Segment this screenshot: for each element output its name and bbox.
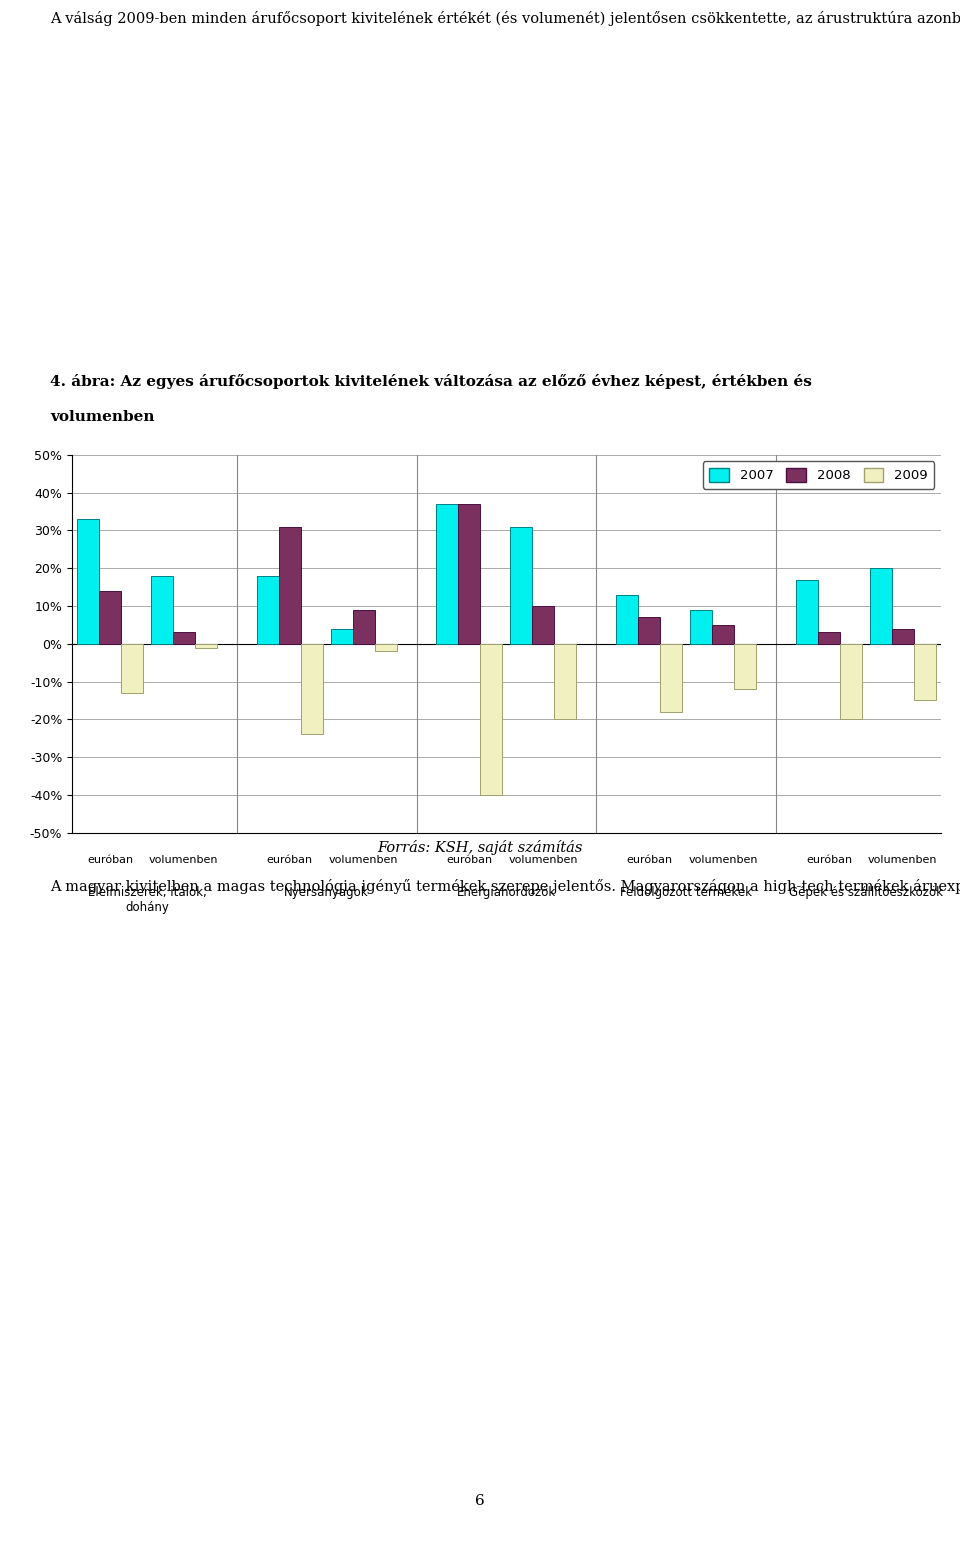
Text: Nyersanyagok: Nyersanyagok — [284, 885, 369, 899]
Bar — [459, 504, 480, 645]
Bar — [638, 617, 660, 645]
Text: volumenben: volumenben — [329, 856, 398, 865]
Text: volumenben: volumenben — [50, 410, 155, 424]
Bar — [300, 645, 323, 734]
Bar — [712, 625, 734, 645]
Bar — [278, 527, 300, 645]
Bar — [173, 632, 195, 645]
Text: euróban: euróban — [267, 856, 313, 865]
Text: volumenben: volumenben — [868, 856, 938, 865]
Text: Feldolgozott termékek: Feldolgozott termékek — [620, 885, 752, 899]
Text: Gépek és szállítóeszközök: Gépek és szállítóeszközök — [789, 885, 943, 899]
Bar — [374, 645, 396, 651]
Bar — [99, 591, 121, 645]
Bar — [914, 645, 936, 700]
Text: A magyar kivitelben a magas technológia igényű termékek szerepe jelentős. Magyar: A magyar kivitelben a magas technológia … — [50, 879, 960, 894]
Text: euróban: euróban — [87, 856, 133, 865]
Bar — [437, 504, 459, 645]
Bar — [480, 645, 502, 794]
Text: euróban: euróban — [446, 856, 492, 865]
Bar — [660, 645, 683, 712]
Text: volumenben: volumenben — [509, 856, 578, 865]
Text: A válság 2009-ben minden árufőcsoport kivitelének értékét (és volumenét) jelentő: A válság 2009-ben minden árufőcsoport ki… — [50, 11, 960, 26]
Bar — [256, 575, 278, 645]
Text: Forrás: KSH, saját számítás: Forrás: KSH, saját számítás — [377, 840, 583, 856]
Text: volumenben: volumenben — [149, 856, 219, 865]
Bar — [840, 645, 862, 719]
Bar — [554, 645, 576, 719]
Text: euróban: euróban — [626, 856, 672, 865]
Text: Élelmiszerek, italok,
dohány: Élelmiszerek, italok, dohány — [87, 885, 206, 913]
Bar — [870, 567, 892, 645]
Bar — [734, 645, 756, 689]
Text: euróban: euróban — [805, 856, 852, 865]
Bar — [818, 632, 840, 645]
Bar — [533, 606, 554, 645]
Text: 4. ábra: Az egyes árufőcsoportok kivitelének változása az előző évhez képest, ér: 4. ábra: Az egyes árufőcsoportok kivitel… — [50, 373, 812, 389]
Bar — [195, 645, 217, 648]
Bar — [352, 609, 374, 645]
Bar — [511, 527, 533, 645]
Bar — [892, 629, 914, 645]
Bar — [690, 609, 712, 645]
Bar — [77, 520, 99, 645]
Bar — [121, 645, 143, 692]
Text: 6: 6 — [475, 1494, 485, 1508]
Text: volumenben: volumenben — [688, 856, 757, 865]
Bar — [616, 595, 638, 645]
Bar — [330, 629, 352, 645]
Bar — [151, 575, 173, 645]
Legend: 2007, 2008, 2009: 2007, 2008, 2009 — [703, 461, 934, 489]
Bar — [796, 580, 818, 645]
Text: Energiahordozók: Energiahordozók — [457, 885, 556, 899]
